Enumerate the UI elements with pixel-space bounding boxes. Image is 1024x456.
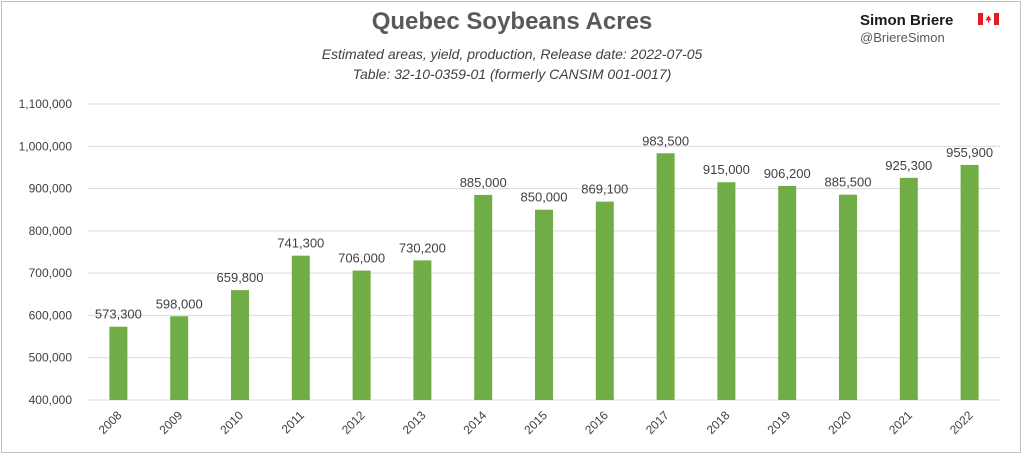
y-tick-label: 600,000 — [29, 308, 73, 322]
author-name: Simon Briere — [860, 12, 954, 29]
y-tick-label: 400,000 — [29, 393, 73, 407]
bar-2020 — [839, 194, 857, 400]
y-tick-label: 800,000 — [29, 224, 73, 238]
y-tick-label: 500,000 — [29, 351, 73, 365]
bar-2010 — [231, 290, 249, 400]
bar-2016 — [595, 201, 614, 400]
x-tick-label: 2014 — [461, 408, 490, 437]
data-label: 885,500 — [825, 175, 872, 190]
chart-subtitle-table: Table: 32-10-0359-01 (formerly CANSIM 00… — [352, 66, 672, 82]
bar-2015 — [535, 209, 553, 400]
data-label: 906,200 — [764, 166, 811, 181]
bar-2009 — [170, 316, 189, 400]
bar-2022 — [960, 164, 979, 400]
bar-2014 — [474, 194, 493, 400]
x-tick-label: 2015 — [521, 408, 550, 437]
bar-2021 — [899, 177, 918, 400]
y-tick-label: 900,000 — [29, 182, 73, 196]
author-handle: @BriereSimon — [860, 30, 945, 45]
y-tick-label: 1,100,000 — [19, 97, 73, 111]
data-label: 925,300 — [885, 158, 932, 173]
bar-2013 — [413, 260, 432, 400]
x-tick-label: 2022 — [947, 408, 976, 437]
x-tick-label: 2010 — [217, 408, 246, 437]
bar-2018 — [717, 182, 736, 400]
data-label: 730,200 — [399, 240, 446, 255]
y-tick-label: 700,000 — [29, 266, 73, 280]
chart-subtitle-release: Estimated areas, yield, production, Rele… — [321, 46, 703, 62]
x-tick-label: 2009 — [157, 408, 186, 437]
x-tick-label: 2018 — [704, 408, 733, 437]
canada-flag-icon — [978, 13, 999, 25]
x-tick-label: 2020 — [825, 408, 854, 437]
data-label: 869,100 — [581, 182, 628, 197]
data-label: 850,000 — [521, 190, 568, 205]
bar-2019 — [778, 185, 797, 400]
bar-2011 — [291, 255, 310, 400]
data-label: 955,900 — [946, 145, 993, 160]
bar-2008 — [109, 326, 128, 400]
x-tick-label: 2011 — [279, 408, 307, 436]
bar-2017 — [656, 153, 675, 400]
x-tick-label: 2013 — [400, 408, 429, 437]
x-tick-label: 2021 — [886, 408, 915, 437]
x-tick-label: 2017 — [643, 408, 672, 437]
data-label: 598,000 — [156, 296, 203, 311]
x-tick-label: 2012 — [339, 408, 368, 437]
x-tick-label: 2016 — [582, 408, 611, 437]
chart-title: Quebec Soybeans Acres — [371, 8, 653, 35]
data-label: 659,800 — [217, 270, 264, 285]
data-label: 885,000 — [460, 175, 507, 190]
data-labels: 573,300 598,000 659,800 741,300 706,000 730,2… — [95, 133, 993, 321]
x-axis: 2008 2009 2010 2011 2012 2013 2014 2015 2016 2017… — [96, 408, 976, 437]
data-label: 706,000 — [338, 251, 385, 266]
x-tick-label: 2019 — [765, 408, 794, 437]
y-tick-label: 1,000,000 — [19, 139, 73, 153]
data-label: 573,300 — [95, 307, 142, 322]
y-axis: 400,000 500,000 600,000 700,000 800,000 900,0… — [19, 97, 73, 407]
data-label: 915,000 — [703, 162, 750, 177]
data-label: 983,500 — [642, 133, 689, 148]
data-label: 741,300 — [277, 236, 324, 251]
bar-2012 — [352, 270, 371, 400]
x-tick-label: 2008 — [96, 408, 125, 437]
bars — [109, 153, 979, 400]
